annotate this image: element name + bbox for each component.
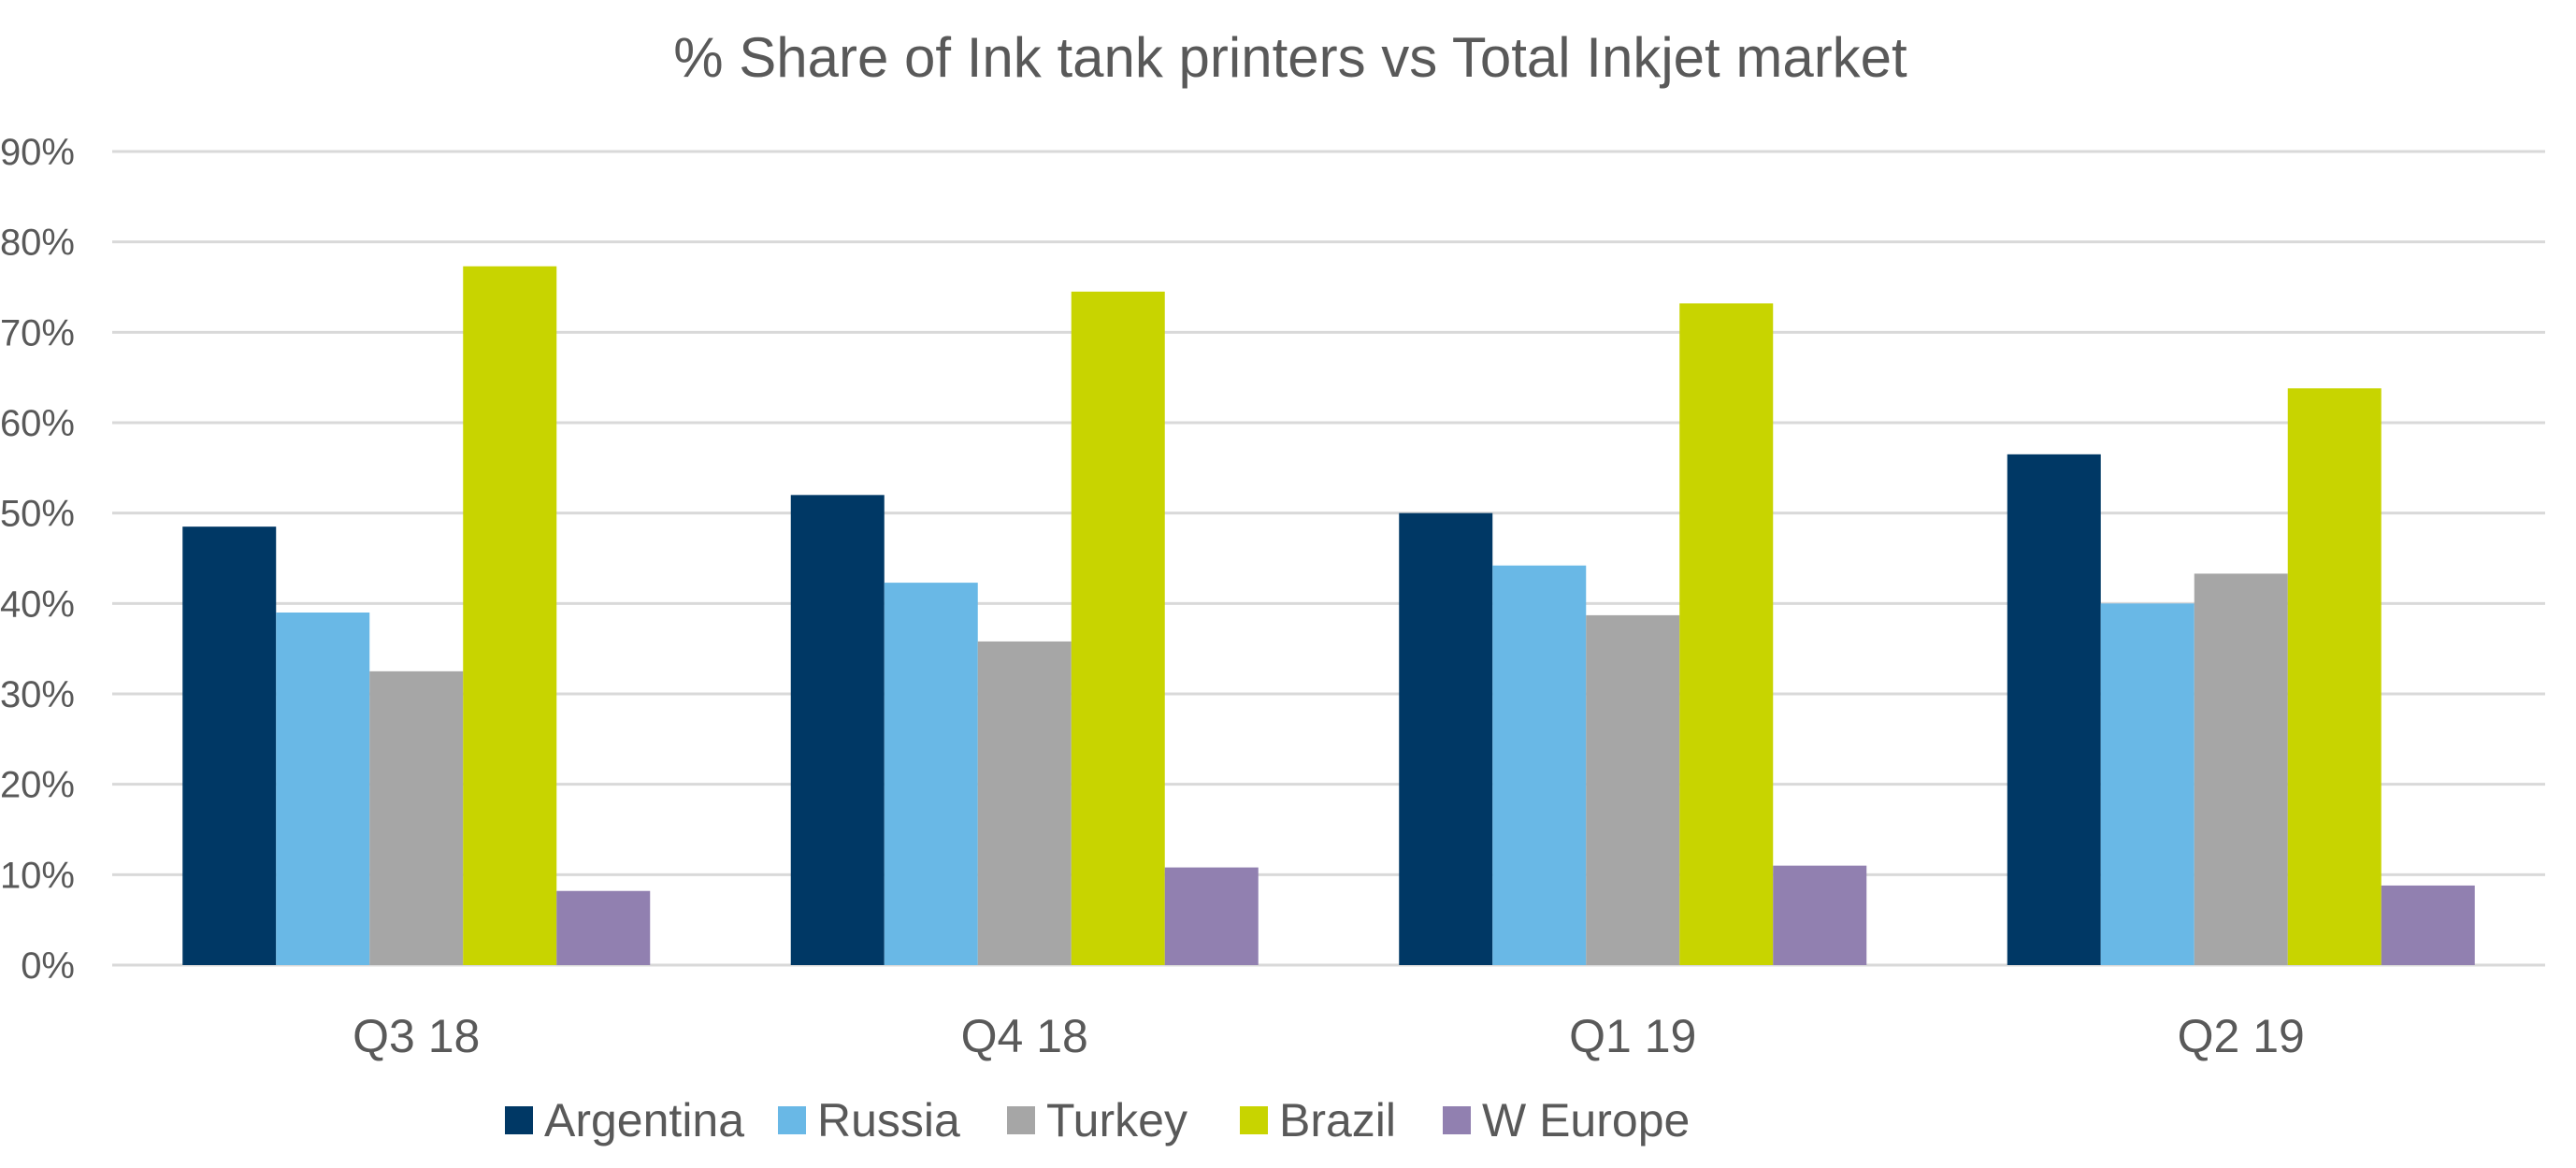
- legend-label: Russia: [817, 1094, 960, 1146]
- bar-brazil: [1679, 303, 1774, 965]
- bar-russia: [276, 613, 370, 965]
- bars: [182, 266, 2475, 965]
- legend-swatch: [1443, 1106, 1471, 1134]
- legend: Argentina Russia Turkey Brazil W Europe: [505, 1094, 1690, 1146]
- bar-turkey: [2194, 573, 2288, 965]
- y-tick-label: 10%: [0, 855, 75, 896]
- bar-russia: [1492, 565, 1587, 965]
- bar-turkey: [369, 671, 464, 965]
- legend-label: Argentina: [544, 1094, 744, 1146]
- bar-russia: [2100, 603, 2195, 965]
- y-tick-label: 90%: [0, 132, 75, 173]
- bar-argentina: [2007, 454, 2101, 965]
- legend-swatch: [1007, 1106, 1035, 1134]
- bar-turkey: [977, 641, 1072, 965]
- x-category-label: Q2 19: [2178, 1010, 2305, 1062]
- bar-w-europe: [2381, 885, 2475, 965]
- bar-argentina: [790, 495, 885, 965]
- y-tick-label: 0%: [21, 945, 75, 987]
- x-axis-categories: Q3 18 Q4 18 Q1 19 Q2 19: [353, 1010, 2305, 1062]
- y-tick-label: 50%: [0, 494, 75, 535]
- y-tick-label: 60%: [0, 403, 75, 444]
- bar-w-europe: [1164, 867, 1259, 965]
- bar-turkey: [1586, 614, 1680, 965]
- bar-brazil: [463, 266, 557, 965]
- legend-swatch: [778, 1106, 806, 1134]
- y-tick-label: 30%: [0, 674, 75, 715]
- legend-label: W Europe: [1482, 1094, 1690, 1146]
- bar-w-europe: [1773, 865, 1867, 965]
- legend-label: Turkey: [1046, 1094, 1187, 1146]
- x-category-label: Q1 19: [1569, 1010, 1696, 1062]
- y-tick-label: 80%: [0, 223, 75, 264]
- bar-w-europe: [556, 890, 651, 965]
- legend-swatch: [1240, 1106, 1268, 1134]
- chart-title: % Share of Ink tank printers vs Total In…: [673, 26, 1907, 89]
- y-tick-label: 20%: [0, 765, 75, 806]
- legend-label: Brazil: [1279, 1094, 1396, 1146]
- bar-argentina: [182, 526, 277, 965]
- bar-brazil: [1071, 291, 1165, 965]
- legend-swatch: [505, 1106, 533, 1134]
- y-tick-label: 40%: [0, 584, 75, 625]
- x-category-label: Q4 18: [961, 1010, 1088, 1062]
- y-tick-label: 70%: [0, 312, 75, 353]
- bar-argentina: [1399, 512, 1493, 965]
- x-category-label: Q3 18: [353, 1010, 480, 1062]
- bar-brazil: [2287, 388, 2382, 965]
- y-axis-ticks: 0% 10% 20% 30% 40% 50% 60% 70% 80% 90%: [0, 132, 75, 987]
- bar-russia: [884, 583, 978, 965]
